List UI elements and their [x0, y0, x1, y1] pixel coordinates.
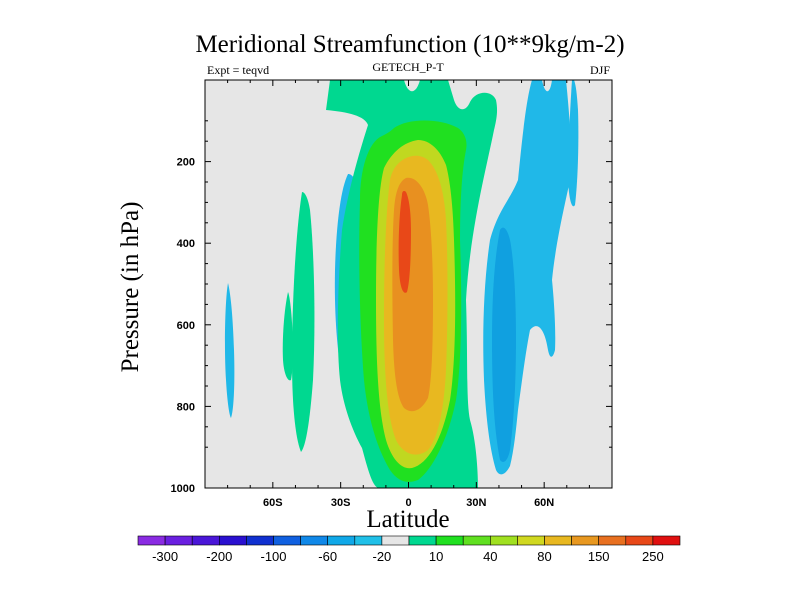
x-tick-label: 60N: [534, 497, 554, 509]
season-label: DJF: [590, 63, 610, 77]
y-tick-label: 200: [177, 157, 195, 169]
chart-title: Meridional Streamfunction (10**9kg/m-2): [195, 31, 624, 58]
colorbar-swatch: [517, 535, 545, 546]
x-tick-label: 30N: [466, 497, 486, 509]
colorbar-swatch: [625, 535, 654, 546]
colorbar-swatch: [489, 535, 518, 546]
x-axis-label: Latitude: [366, 506, 449, 533]
contour-fill-hadley-250: [398, 191, 411, 293]
y-tick-label: 1000: [171, 483, 195, 495]
colorbar-swatch: [571, 535, 599, 546]
colorbar-swatch: [137, 535, 166, 546]
colorbar-label: 10: [429, 549, 443, 564]
colorbar-swatch: [381, 535, 410, 546]
colorbar-swatch: [219, 535, 247, 546]
x-tick-label: 0: [405, 497, 411, 509]
colorbar-swatch: [164, 535, 193, 546]
colorbar-label: -60: [318, 549, 337, 564]
colorbar-swatch: [598, 535, 627, 546]
colorbar-labels: -300 -200 -100 -60 -20 10 40 80 150 250: [152, 549, 664, 564]
contour-fill-sh-small-positive: [282, 292, 293, 381]
colorbar: [137, 535, 681, 546]
x-tick-labels: 60S 30S 0 30N 60N: [263, 497, 554, 509]
colorbar-swatch: [327, 535, 356, 546]
y-tick-label: 600: [177, 320, 195, 332]
y-tick-labels: 200 400 600 800 1000: [171, 157, 195, 495]
colorbar-swatch: [300, 535, 329, 546]
colorbar-swatch: [246, 535, 274, 546]
colorbar-swatch: [544, 535, 572, 546]
y-axis-label: Pressure (in hPa): [117, 202, 144, 373]
contour-fill-polar-negative: [568, 80, 579, 207]
contour-fill-sh-positive: [292, 192, 315, 452]
colorbar-label: 250: [642, 549, 664, 564]
y-tick-label: 400: [177, 238, 195, 250]
colorbar-swatch: [273, 535, 301, 546]
colorbar-label: -100: [260, 549, 286, 564]
colorbar-label: 80: [537, 549, 551, 564]
x-tick-label: 30S: [331, 497, 351, 509]
experiment-label: Expt = teqvd: [207, 63, 269, 77]
colorbar-swatch: [354, 535, 383, 546]
colorbar-label: -20: [373, 549, 392, 564]
contour-layer: [224, 80, 579, 488]
colorbar-label: -200: [206, 549, 232, 564]
x-tick-label: 60S: [263, 497, 283, 509]
y-tick-label: 800: [177, 401, 195, 413]
axis-ticks: [205, 80, 612, 488]
colorbar-swatch: [408, 535, 437, 546]
contour-fill-far-south-negative: [224, 283, 235, 418]
colorbar-label: -300: [152, 549, 178, 564]
colorbar-label: 150: [588, 549, 610, 564]
colorbar-label: 40: [483, 549, 497, 564]
colorbar-swatch: [191, 535, 220, 546]
colorbar-swatch: [462, 535, 491, 546]
dataset-label: GETECH_P-T: [372, 60, 444, 74]
colorbar-swatch: [435, 535, 464, 546]
colorbar-swatch: [652, 535, 681, 546]
contour-fill-hadley-150: [392, 177, 433, 412]
contour-fill-nh-negative-core: [492, 227, 516, 462]
